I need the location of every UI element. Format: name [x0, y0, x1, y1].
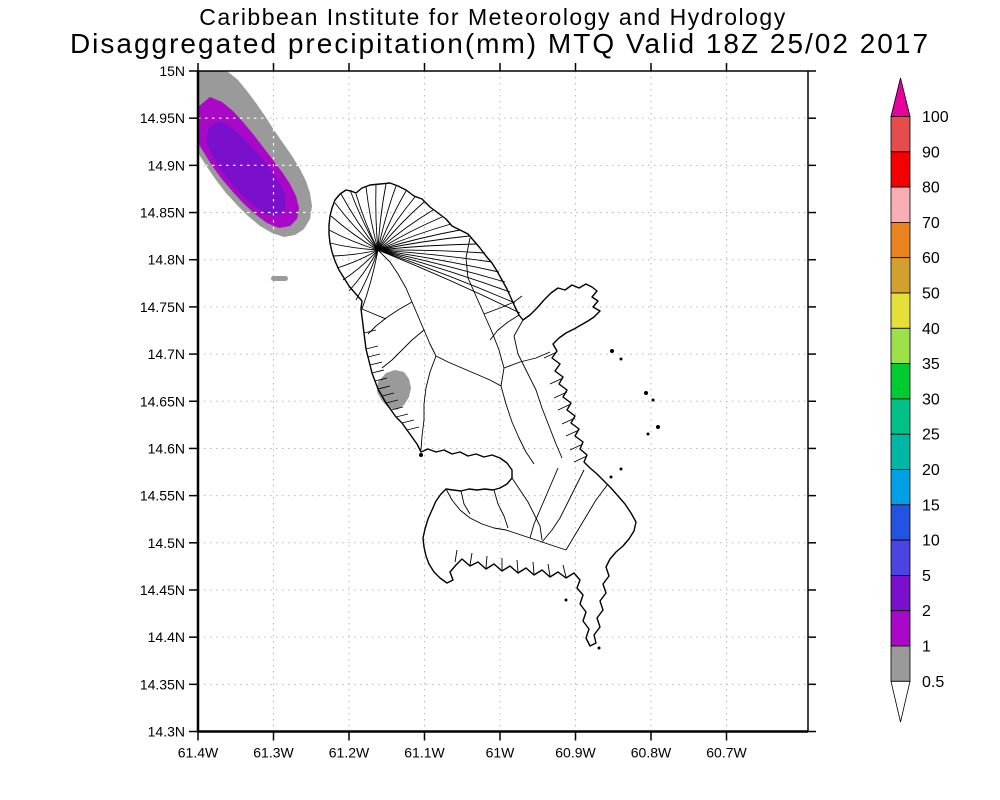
colorbar-segment-5	[890, 292, 911, 329]
y-tick-label-14.55N: 14.55N	[140, 488, 185, 504]
y-tick-label-14.6N: 14.6N	[148, 440, 185, 456]
y-tick-label-14.3N: 14.3N	[148, 724, 185, 740]
colorbar-label-25: 25	[922, 427, 940, 444]
y-tick-label-14.9N: 14.9N	[148, 157, 185, 173]
colorbar-segment-4	[890, 257, 911, 294]
axis-tick-labels: 15N 14.95N 14.9N 14.85N 14.8N 14.75N 14.7N 14.6…	[140, 63, 748, 761]
offshore-islets	[419, 349, 660, 650]
x-tick-label-60.7W: 60.7W	[706, 745, 747, 761]
islet-dot	[656, 425, 660, 429]
colorbar-label-50: 50	[922, 286, 940, 303]
x-tick-label-61.4W: 61.4W	[178, 745, 219, 761]
colorbar-label-10: 10	[922, 533, 940, 550]
y-tick-label-14.75N: 14.75N	[140, 299, 185, 315]
islet-dot	[619, 357, 623, 361]
title-line-2: Disaggregated precipitation(mm) MTQ Vali…	[69, 28, 931, 59]
contour-0p5mm-dash	[271, 276, 288, 281]
islet-dot	[651, 398, 655, 402]
colorbar-segment-2	[890, 186, 911, 223]
y-tick-label-14.8N: 14.8N	[148, 252, 185, 268]
x-tick-label-61W: 61W	[486, 745, 516, 761]
title-line-1: Caribbean Institute for Meteorology and …	[199, 4, 787, 30]
colorbar-segment-12	[890, 539, 911, 576]
y-tick-label-14.35N: 14.35N	[140, 676, 185, 692]
colorbar-segment-3	[890, 221, 911, 259]
colorbar-label-1: 1	[922, 639, 931, 656]
y-tick-label-14.5N: 14.5N	[148, 535, 185, 551]
y-tick-label-14.45N: 14.45N	[140, 582, 185, 598]
colorbar-segment-9	[890, 433, 911, 470]
x-tick-label-61.2W: 61.2W	[329, 745, 370, 761]
x-tick-label-60.9W: 60.9W	[555, 745, 596, 761]
colorbar-segment-1	[890, 151, 911, 188]
colorbar-segment-11	[890, 504, 911, 541]
colorbar-segment-14	[890, 610, 911, 647]
islet-dot	[419, 453, 423, 457]
islet-dot	[564, 598, 568, 602]
colorbar-label-35: 35	[922, 356, 940, 373]
martinique-island	[328, 182, 660, 650]
colorbar-label-80: 80	[922, 180, 940, 197]
colorbar-label-40: 40	[922, 321, 940, 338]
colorbar-over-arrow	[890, 77, 911, 117]
islet-dot	[646, 432, 650, 436]
colorbar-segment-6	[890, 327, 911, 364]
y-tick-label-14.95N: 14.95N	[140, 110, 185, 126]
colorbar-label-100: 100	[922, 109, 949, 126]
colorbar-label-2: 2	[922, 603, 931, 620]
watershed-boundaries	[328, 183, 609, 578]
colorbar-label-70: 70	[922, 215, 940, 232]
islet-dot	[597, 646, 601, 650]
map-frame	[189, 63, 816, 741]
colorbar-label-60: 60	[922, 250, 940, 267]
y-tick-label-14.4N: 14.4N	[148, 629, 185, 645]
colorbar-label-20: 20	[922, 462, 940, 479]
colorbar-segment-8	[890, 398, 911, 435]
y-tick-label-14.65N: 14.65N	[140, 393, 185, 409]
colorbar-under-arrow	[890, 680, 911, 723]
figure-titles: Caribbean Institute for Meteorology and …	[0, 0, 1000, 58]
colorbar-segment-7	[890, 363, 911, 400]
x-tick-label-60.8W: 60.8W	[631, 745, 672, 761]
colorbar-label-15: 15	[922, 497, 940, 514]
colorbar-segment-13	[890, 575, 911, 612]
colorbar-legend: 100 90 80 70 60 50 40 35 30 25 20 15 10 5 2 1 0.5	[890, 77, 949, 723]
islet-dot	[610, 349, 614, 353]
precipitation-contours	[198, 71, 411, 410]
islet-dot	[609, 475, 613, 479]
colorbar-segment-15	[890, 645, 911, 682]
colorbar-label-90: 90	[922, 144, 940, 161]
colorbar-label-0.5: 0.5	[922, 674, 944, 691]
contour-2mm-northwest	[206, 121, 286, 216]
colorbar-segment-10	[890, 469, 911, 506]
x-tick-label-61.1W: 61.1W	[404, 745, 445, 761]
y-tick-label-15N: 15N	[159, 63, 185, 79]
islet-dot	[644, 391, 648, 395]
colorbar-label-5: 5	[922, 568, 931, 585]
y-tick-label-14.85N: 14.85N	[140, 205, 185, 221]
colorbar-label-30: 30	[922, 391, 940, 408]
x-tick-label-61.3W: 61.3W	[253, 745, 294, 761]
islet-dot	[619, 467, 623, 471]
colorbar-segment-0	[890, 116, 911, 153]
contour-0p5mm-west-coast	[377, 370, 411, 410]
y-tick-label-14.7N: 14.7N	[148, 346, 185, 362]
